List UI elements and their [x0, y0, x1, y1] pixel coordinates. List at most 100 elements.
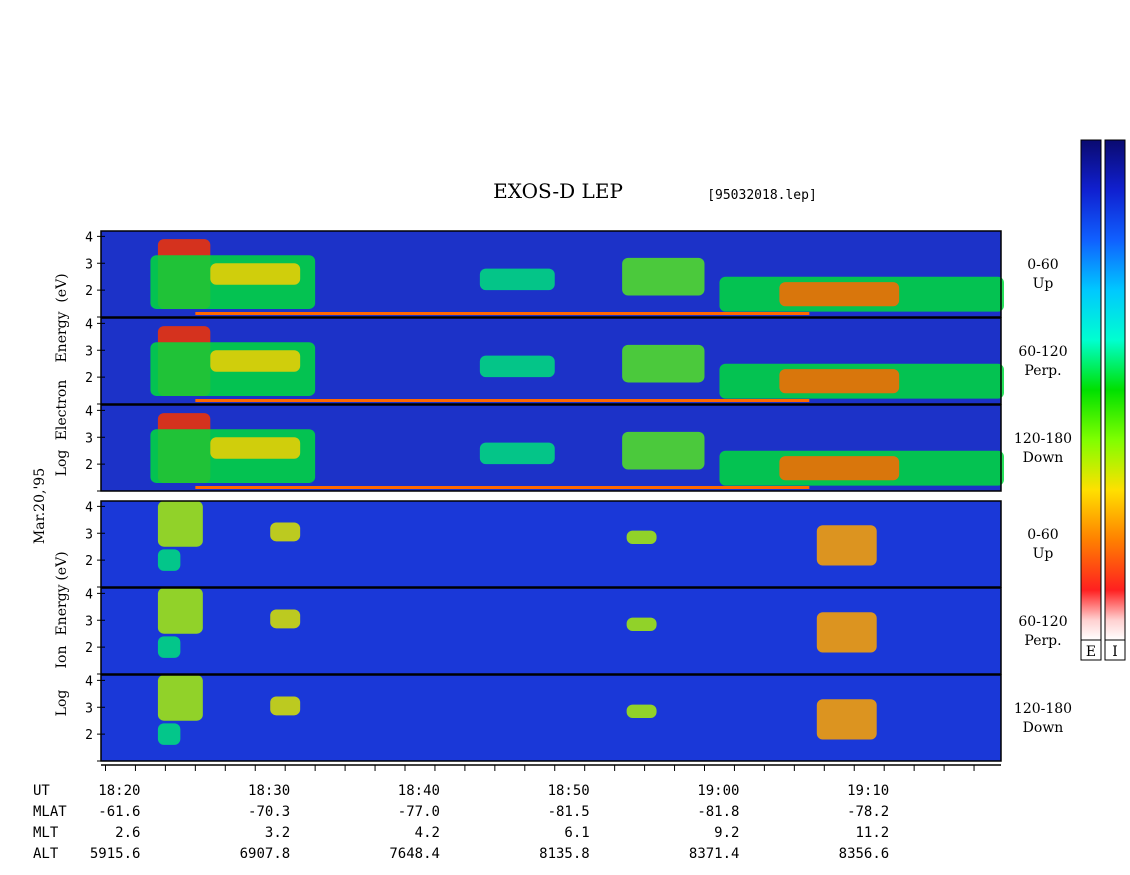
spectrogram-panel-3: 2 3 4: [85, 404, 1004, 492]
flux-region: [779, 456, 900, 481]
ion-axis-label-species: Ion: [54, 646, 70, 669]
colorbar-E: [1080, 139, 1102, 641]
ephemeris-value: 8135.8: [539, 846, 590, 862]
flux-region: [157, 549, 181, 571]
y-tick-label: 3: [85, 701, 93, 716]
spectrogram-panel-6: 2 3 4: [85, 674, 1002, 762]
flux-region: [270, 522, 301, 542]
spectrogram-panel-5: 2 3 4: [85, 587, 1002, 675]
y-tick-label: 4: [85, 404, 93, 419]
date-label: Mar.20,'95: [32, 468, 48, 544]
ephemeris-value: -81.5: [548, 804, 590, 820]
electron-axis-label-species: Electron: [54, 380, 70, 441]
pitch-angle-label: 0-60: [1027, 527, 1058, 543]
ephemeris-row-label: MLT: [33, 825, 59, 841]
flux-region: [157, 636, 181, 658]
panel-frame: [100, 587, 1002, 675]
y-tick-label: 2: [85, 284, 93, 299]
ephemeris-value: -77.0: [398, 804, 440, 820]
flux-region: [157, 501, 203, 547]
pitch-direction-label: Perp.: [1024, 633, 1061, 649]
panel-frame: [100, 500, 1002, 588]
y-tick-label: 4: [85, 587, 93, 602]
pitch-direction-label: Down: [1023, 450, 1064, 466]
ephemeris-value: -78.2: [847, 804, 889, 820]
ephemeris-value: 5915.6: [90, 846, 141, 862]
spectrogram-panel-4: 2 3 4: [85, 500, 1002, 588]
flux-region: [626, 617, 657, 631]
pitch-angle-label: 0-60: [1027, 257, 1058, 273]
flux-region: [210, 350, 301, 372]
flux-region: [479, 355, 555, 378]
ephemeris-value: 7648.4: [389, 846, 440, 862]
ephemeris-row-label: MLAT: [33, 804, 67, 820]
pitch-direction-label: Up: [1033, 276, 1054, 292]
y-tick-label: 3: [85, 614, 93, 629]
file-label: [95032018.lep]: [707, 188, 817, 203]
flux-region: [157, 588, 203, 634]
panel-frame: [100, 230, 1002, 318]
y-tick-label: 2: [85, 458, 93, 473]
flux-region: [626, 530, 657, 544]
electron-axis-label-log: Log: [54, 450, 70, 477]
ephemeris-value: 18:20: [98, 783, 140, 799]
axis-labels-group: Log Electron Energy (eV) Log Ion Energy (eV) Mar…: [32, 273, 70, 716]
pitch-angle-label: 120-180: [1014, 701, 1072, 717]
electron-axis-label-energy: Energy: [54, 311, 70, 362]
ephemeris-value: 18:30: [248, 783, 290, 799]
spectrogram-panel-1: 2 3 4: [85, 230, 1004, 318]
ephemeris-value: 4.2: [415, 825, 440, 841]
ephemeris-value: 19:10: [847, 783, 889, 799]
y-tick-label: 4: [85, 674, 93, 689]
y-tick-label: 2: [85, 554, 93, 569]
flux-region: [626, 704, 657, 718]
y-tick-label: 4: [85, 500, 93, 515]
ephemeris-value: 3.2: [265, 825, 290, 841]
ephemeris-value: 6.1: [564, 825, 589, 841]
ephemeris-value: 11.2: [856, 825, 890, 841]
low-energy-band: [195, 312, 810, 315]
ephemeris-value: 2.6: [115, 825, 140, 841]
electron-axis-label-unit: (eV): [54, 273, 70, 302]
colorbar-label: E: [1086, 644, 1096, 660]
flux-region: [779, 369, 900, 394]
flux-region: [622, 257, 705, 296]
pitch-direction-label: Up: [1033, 546, 1054, 562]
colorbar-label: I: [1112, 644, 1118, 660]
flux-region: [816, 612, 877, 653]
pitch-direction-label: Down: [1023, 720, 1064, 736]
y-tick-label: 4: [85, 317, 93, 332]
y-tick-label: 4: [85, 230, 93, 245]
ion-axis-label-unit: (eV): [54, 551, 70, 580]
ephemeris-value: 8371.4: [689, 846, 740, 862]
y-tick-label: 2: [85, 371, 93, 386]
colorbar-I: [1104, 139, 1126, 641]
ephemeris-table: UT 18:20 18:30 18:40 18:50 19:00 19:10 MLAT -61.…: [33, 783, 889, 862]
flux-region: [210, 263, 301, 285]
flux-region: [270, 696, 301, 716]
spectrogram-panel-2: 2 3 4: [85, 317, 1004, 405]
y-tick-label: 2: [85, 728, 93, 743]
ion-axis-label-log: Log: [54, 690, 70, 717]
y-tick-label: 3: [85, 344, 93, 359]
ephemeris-value: 18:40: [398, 783, 440, 799]
ephemeris-value: 9.2: [714, 825, 739, 841]
flux-region: [157, 723, 181, 745]
flux-region: [157, 675, 203, 721]
ion-axis-label-energy: Energy: [54, 584, 70, 635]
flux-region: [270, 609, 301, 629]
x-axis: [101, 764, 1001, 771]
pitch-angle-label: 60-120: [1018, 344, 1067, 360]
flux-region: [479, 268, 555, 291]
ephemeris-value: -81.8: [697, 804, 739, 820]
flux-region: [816, 525, 877, 566]
panel-frame: [100, 317, 1002, 405]
panel-frame: [100, 404, 1002, 492]
figure-title: EXOS-D LEP: [493, 179, 623, 203]
ephemeris-row-label: UT: [33, 783, 50, 799]
ephemeris-value: 19:00: [697, 783, 739, 799]
ephemeris-value: -61.6: [98, 804, 140, 820]
flux-region: [622, 431, 705, 470]
